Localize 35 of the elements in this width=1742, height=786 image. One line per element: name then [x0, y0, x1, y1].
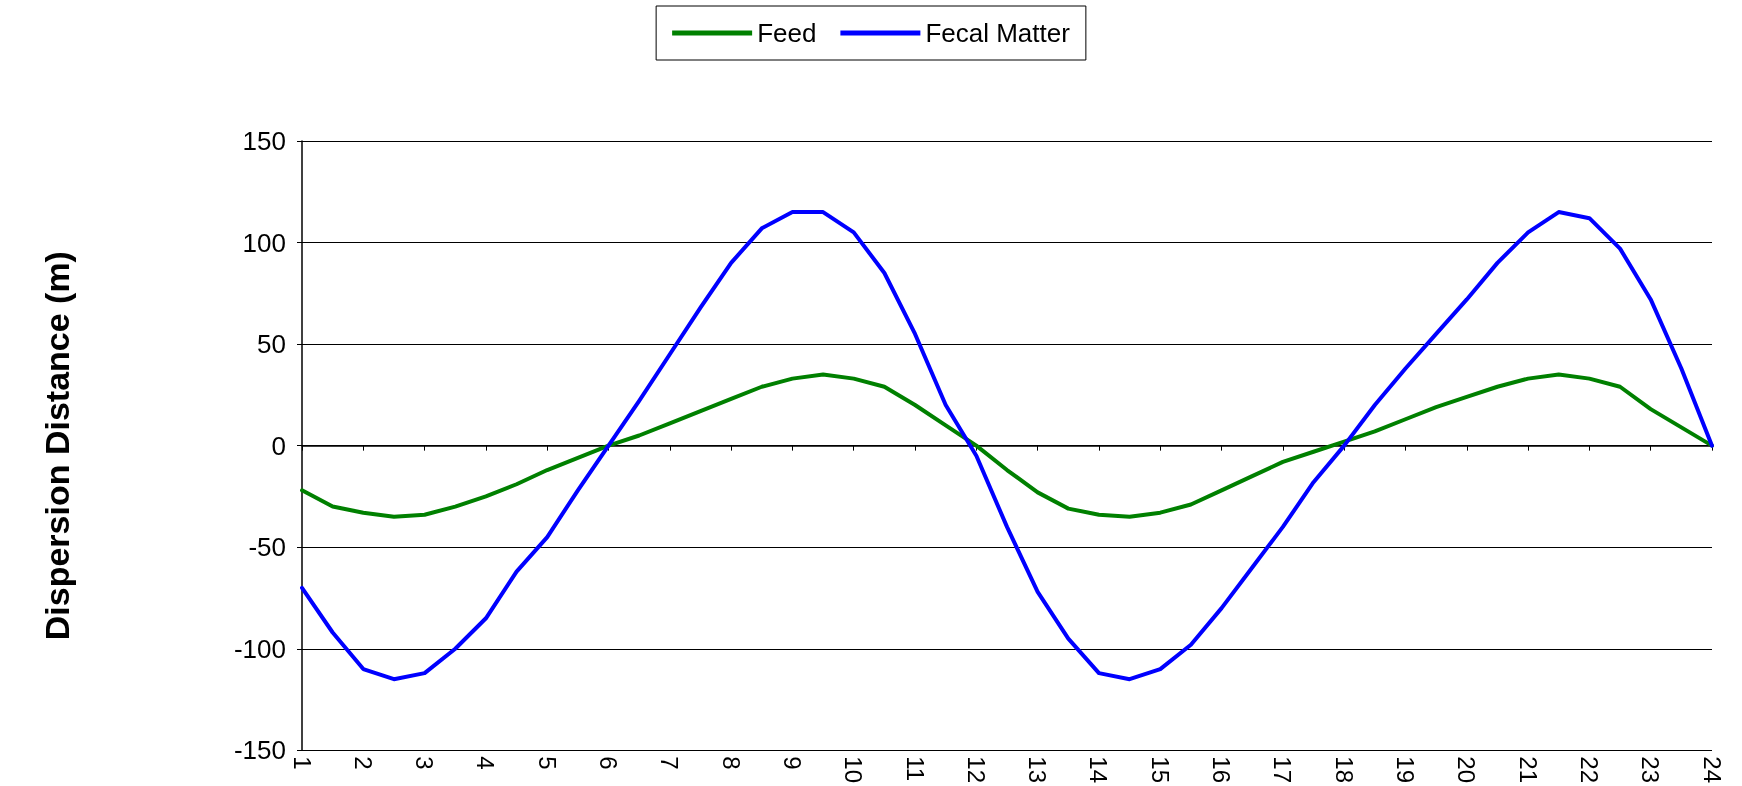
x-tick-label: 23 [1637, 756, 1665, 784]
x-tick-label: 1 [288, 756, 316, 770]
x-tick-label: 24 [1698, 756, 1726, 784]
y-tick-label: 0 [271, 430, 286, 461]
y-tick-label: -50 [248, 532, 286, 563]
y-tick-label: -100 [233, 633, 286, 664]
x-tick-label: 22 [1575, 756, 1603, 784]
x-tick-label: 14 [1085, 756, 1113, 784]
x-tick-label: 10 [840, 756, 868, 784]
x-tick-label: 2 [349, 756, 377, 770]
y-tick-label: -150 [233, 735, 286, 766]
x-tick-label: 12 [962, 756, 990, 784]
x-tick-label: 17 [1269, 756, 1297, 784]
x-tick-label: 11 [901, 756, 929, 782]
y-tick-label: 100 [242, 227, 286, 258]
x-tick-label: 16 [1208, 756, 1236, 784]
legend-label: Fecal Matter [925, 18, 1071, 48]
x-tick-label: 7 [656, 756, 684, 770]
x-tick-label: 18 [1330, 756, 1358, 784]
y-axis-title: Dispersion Distance (m) [38, 251, 76, 641]
x-tick-label: 20 [1453, 756, 1481, 784]
x-tick-label: 19 [1391, 756, 1419, 784]
line-series [300, 210, 1714, 682]
y-tick-label: 150 [242, 126, 286, 156]
x-tick-label: 4 [472, 756, 500, 770]
x-tick-label: 8 [717, 756, 745, 770]
x-tick-label: 3 [411, 756, 439, 770]
x-tick-label: 15 [1146, 756, 1174, 784]
x-tick-label: 9 [778, 756, 806, 770]
y-tick-label: 50 [257, 329, 286, 360]
x-tick-label: 13 [1024, 756, 1052, 784]
x-tick-label: 21 [1514, 756, 1542, 784]
legend-label: Feed [757, 18, 817, 48]
x-tick-label: 6 [595, 756, 623, 770]
x-tick-label: 5 [533, 756, 561, 770]
